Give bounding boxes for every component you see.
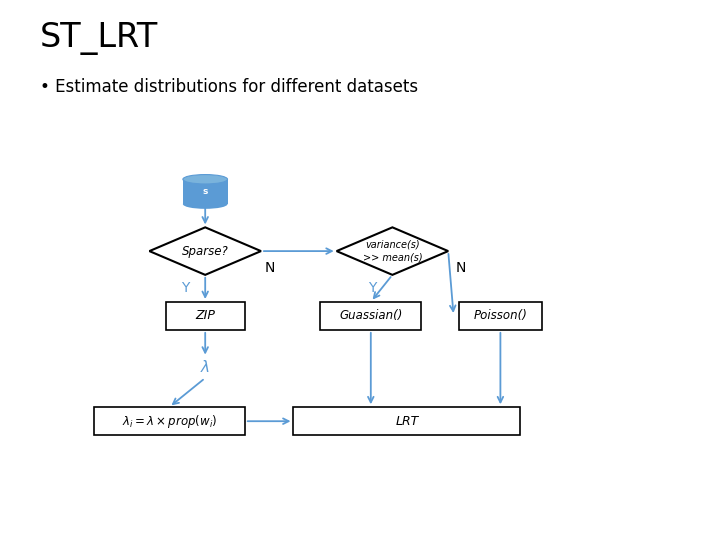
Text: N: N bbox=[456, 261, 466, 275]
Ellipse shape bbox=[183, 199, 228, 209]
Text: Poisson(): Poisson() bbox=[474, 309, 527, 322]
Ellipse shape bbox=[183, 174, 228, 184]
Text: variance(s)
>> mean(s): variance(s) >> mean(s) bbox=[363, 240, 422, 262]
Text: Y: Y bbox=[368, 281, 377, 295]
Text: $\lambda_i = \lambda \times prop(w_i)$: $\lambda_i = \lambda \times prop(w_i)$ bbox=[122, 413, 217, 430]
Text: LRT: LRT bbox=[395, 415, 418, 428]
Bar bbox=[459, 302, 541, 330]
Text: Guassian(): Guassian() bbox=[339, 309, 402, 322]
Text: Sparse?: Sparse? bbox=[182, 245, 228, 258]
Polygon shape bbox=[337, 227, 448, 275]
Text: ST_LRT: ST_LRT bbox=[40, 22, 158, 55]
Bar bbox=[94, 407, 245, 435]
Bar bbox=[183, 179, 228, 204]
Text: N: N bbox=[265, 261, 275, 275]
Text: s: s bbox=[202, 187, 208, 196]
Bar bbox=[166, 302, 245, 330]
Bar bbox=[294, 407, 520, 435]
Text: • Estimate distributions for different datasets: • Estimate distributions for different d… bbox=[40, 78, 418, 96]
Text: ZIP: ZIP bbox=[195, 309, 215, 322]
Polygon shape bbox=[150, 227, 261, 275]
Text: $\lambda$: $\lambda$ bbox=[200, 359, 210, 375]
Text: Y: Y bbox=[181, 281, 189, 295]
Bar bbox=[320, 302, 421, 330]
